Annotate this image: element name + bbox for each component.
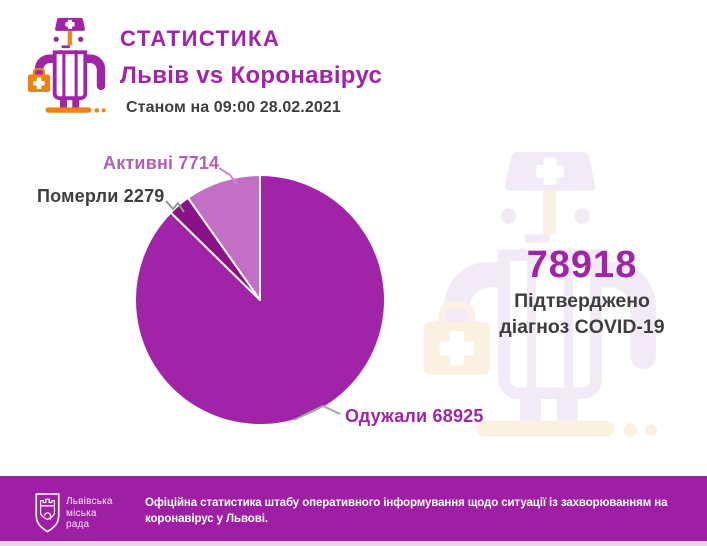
pie-label-died: Померли 2279 [37, 186, 165, 206]
as-of-date: Станом на 09:00 28.02.2021 [126, 99, 341, 116]
pie-chart [134, 174, 386, 426]
city-council-name-line1: Львівська [66, 496, 113, 507]
footer-bottom-strip [0, 541, 707, 546]
page-subtitle: Львів vs Коронавірус [120, 62, 383, 89]
page-title: СТАТИСТИКА [120, 26, 281, 51]
confirmed-summary: 78918 Підтверджено діагноз COVID-19 [470, 245, 694, 340]
confirmed-caption-line2: діагноз COVID-19 [499, 316, 665, 338]
confirmed-caption-line1: Підтверджено [514, 290, 650, 312]
city-council-crest-icon [35, 493, 60, 533]
footer-disclaimer-line1: Офіційна статистика штабу оперативного і… [145, 497, 668, 509]
city-council-name-line3: рада [66, 519, 90, 530]
pie-label-active: Активні 7714 [103, 153, 220, 173]
confirmed-caption: Підтверджено діагноз COVID-19 [470, 288, 694, 340]
doctor-icon [27, 17, 106, 113]
city-council-name-line2: міська [66, 507, 97, 519]
footer-disclaimer: Офіційна статистика штабу оперативного і… [145, 495, 667, 527]
confirmed-total: 78918 [526, 244, 638, 286]
pie-label-recovered: Одужали 68925 [345, 406, 484, 426]
doctor-watermark-icon [423, 151, 658, 437]
footer-disclaimer-line2: коронавірус у Львові. [145, 513, 268, 525]
city-council-name: Львівська міська рада [66, 496, 113, 531]
footer-bar [0, 476, 707, 541]
